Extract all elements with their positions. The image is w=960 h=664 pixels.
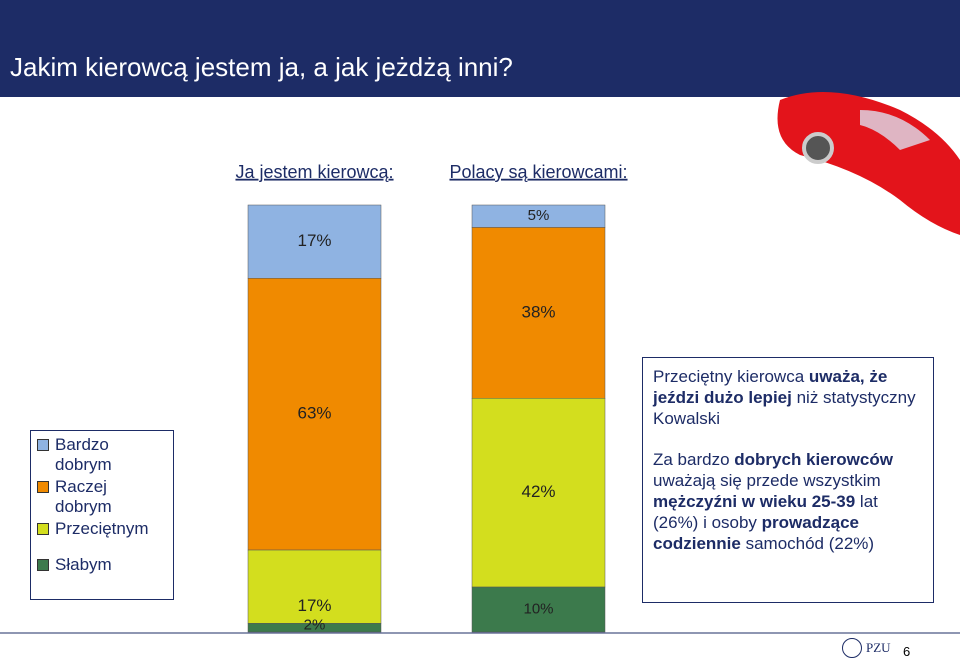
note-text: samochód (22%) — [740, 534, 875, 553]
legend-swatch — [37, 439, 49, 451]
bar-segment — [471, 227, 606, 399]
note-text: prowadzące codziennie — [653, 513, 859, 553]
value-label: 17% — [297, 596, 331, 615]
value-label: 2% — [304, 617, 326, 634]
slide-title: Jakim kierowcą jestem ja, a jak jeżdżą i… — [10, 52, 513, 82]
note-text: uważają się przede wszystkim — [653, 471, 881, 490]
note-text: Przeciętny kierowca — [653, 367, 809, 386]
legend-item: Bardzo dobrym — [37, 435, 167, 475]
page-number: 6 — [903, 644, 911, 659]
note-paragraph: Przeciętny kierowca uważa, że jeździ duż… — [653, 366, 923, 429]
car — [777, 92, 960, 235]
bar-segment — [471, 586, 606, 633]
note-text: dobrych kierowców — [734, 450, 893, 469]
note-text: mężczyźni w wieku 25-39 — [653, 492, 856, 511]
bar-segment — [247, 623, 382, 633]
logo-icon — [842, 638, 862, 658]
note-text: niż statystyczny Kowalski — [653, 388, 916, 428]
value-label: 42% — [521, 482, 555, 501]
category-label: Polacy są kierowcami: — [449, 162, 627, 182]
legend-swatch — [37, 481, 49, 493]
legend-label: Przeciętnym — [55, 519, 149, 538]
logo: PZU — [866, 640, 891, 655]
note-paragraph: Za bardzo dobrych kierowców uważają się … — [653, 449, 923, 554]
legend-swatch — [37, 523, 49, 535]
note-box: Przeciętny kierowca uważa, że jeździ duż… — [642, 357, 934, 603]
title-bar — [0, 0, 960, 97]
legend-swatch — [37, 559, 49, 571]
legend-item: Słabym — [37, 555, 167, 575]
legend-label: Słabym — [55, 555, 112, 574]
bar-segment — [471, 398, 606, 588]
note-text: lat (26%) i osoby — [653, 492, 878, 532]
bar-segment — [247, 278, 382, 551]
legend-label: Bardzo dobrym — [55, 435, 112, 474]
legend-label: Raczej dobrym — [55, 477, 112, 516]
note-text: uważa, że jeździ dużo lepiej — [653, 367, 888, 407]
legend-item: Przeciętnym — [37, 519, 167, 539]
legend-item: Raczej dobrym — [37, 477, 167, 517]
note-text: Za bardzo — [653, 450, 735, 469]
legend: Bardzo dobrym Raczej dobrym Przeciętnym Sła… — [30, 430, 174, 600]
value-label: 10% — [523, 600, 553, 617]
value-label: 38% — [521, 302, 555, 321]
bar-segment — [247, 549, 382, 624]
value-label: 5% — [528, 207, 550, 224]
value-label: 17% — [297, 231, 331, 250]
value-label: 63% — [297, 404, 331, 423]
bar-segment — [247, 204, 382, 279]
category-label: Ja jestem kierowcą: — [235, 162, 393, 182]
